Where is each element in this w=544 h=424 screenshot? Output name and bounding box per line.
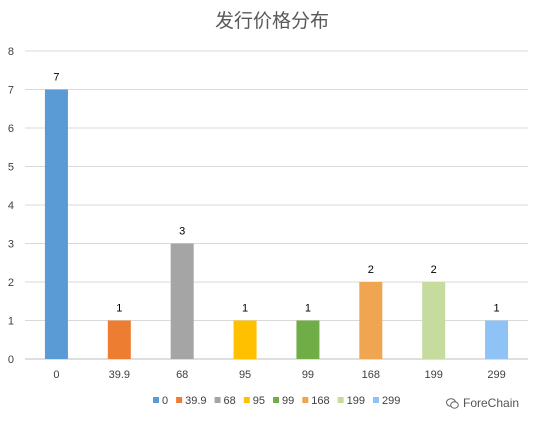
- bar-299: [485, 320, 509, 359]
- legend-entry: 39.9: [185, 395, 206, 407]
- y-tick-label: 8: [8, 46, 14, 58]
- x-tick-label: 299: [487, 369, 505, 381]
- x-tick-label: 95: [239, 369, 251, 381]
- x-axis-ticks: 0 39.9 68 95 99 168 199 299: [53, 369, 505, 381]
- y-tick-label: 3: [8, 239, 14, 251]
- legend-entry: 99: [282, 395, 294, 407]
- y-axis-ticks: 0 1 2 3 4 5 6 7 8: [8, 46, 14, 366]
- chart-title: 发行价格分布: [215, 10, 329, 32]
- legend-swatch: [243, 397, 250, 403]
- legend-entry: 168: [311, 395, 329, 407]
- data-label: 1: [242, 303, 248, 315]
- x-tick-label: 0: [53, 369, 59, 381]
- data-label: 1: [305, 303, 311, 315]
- y-tick-label: 1: [8, 316, 14, 328]
- bar-39.9: [107, 320, 131, 359]
- data-label: 1: [116, 303, 122, 315]
- data-label: 2: [368, 264, 374, 276]
- legend-entry: 0: [162, 395, 168, 407]
- legend-entry: 68: [224, 395, 236, 407]
- gridlines: [25, 50, 528, 360]
- bar-199: [422, 282, 446, 359]
- legend-swatch: [273, 397, 280, 403]
- x-tick-label: 39.9: [109, 369, 130, 381]
- y-tick-label: 4: [8, 200, 14, 212]
- x-tick-label: 199: [425, 369, 443, 381]
- legend-entry: 199: [347, 395, 365, 407]
- legend-swatch: [302, 397, 309, 403]
- watermark-text: ForeChain: [463, 396, 520, 410]
- bar-99: [296, 320, 320, 359]
- legend-swatch: [214, 397, 221, 403]
- data-label: 3: [179, 226, 185, 238]
- bar-168: [359, 282, 383, 359]
- legend-swatch: [337, 397, 344, 403]
- legend-entry: 299: [382, 395, 400, 407]
- legend-swatch: [373, 397, 380, 403]
- x-tick-label: 168: [362, 369, 380, 381]
- y-tick-label: 7: [8, 85, 14, 97]
- watermark: ForeChain: [446, 396, 519, 410]
- y-tick-label: 2: [8, 277, 14, 289]
- x-tick-label: 99: [302, 369, 314, 381]
- data-labels: 7 1 3 1 1 2 2 1: [53, 72, 499, 315]
- data-label: 7: [53, 72, 59, 84]
- legend-swatch: [153, 397, 159, 403]
- data-label: 1: [494, 303, 500, 315]
- bar-68: [170, 243, 194, 359]
- bar-95: [233, 320, 257, 359]
- legend-entry: 95: [253, 395, 265, 407]
- bar-0: [44, 89, 68, 359]
- y-tick-label: 5: [8, 162, 14, 174]
- bars: [44, 89, 509, 359]
- x-tick-label: 68: [176, 369, 188, 381]
- y-tick-label: 6: [8, 123, 14, 135]
- y-tick-label: 0: [8, 354, 14, 366]
- data-label: 2: [431, 264, 437, 276]
- legend-swatch: [176, 397, 183, 403]
- wechat-icon: [446, 397, 459, 409]
- legend: 0 39.9 68 95 99 168 199 299: [153, 395, 400, 407]
